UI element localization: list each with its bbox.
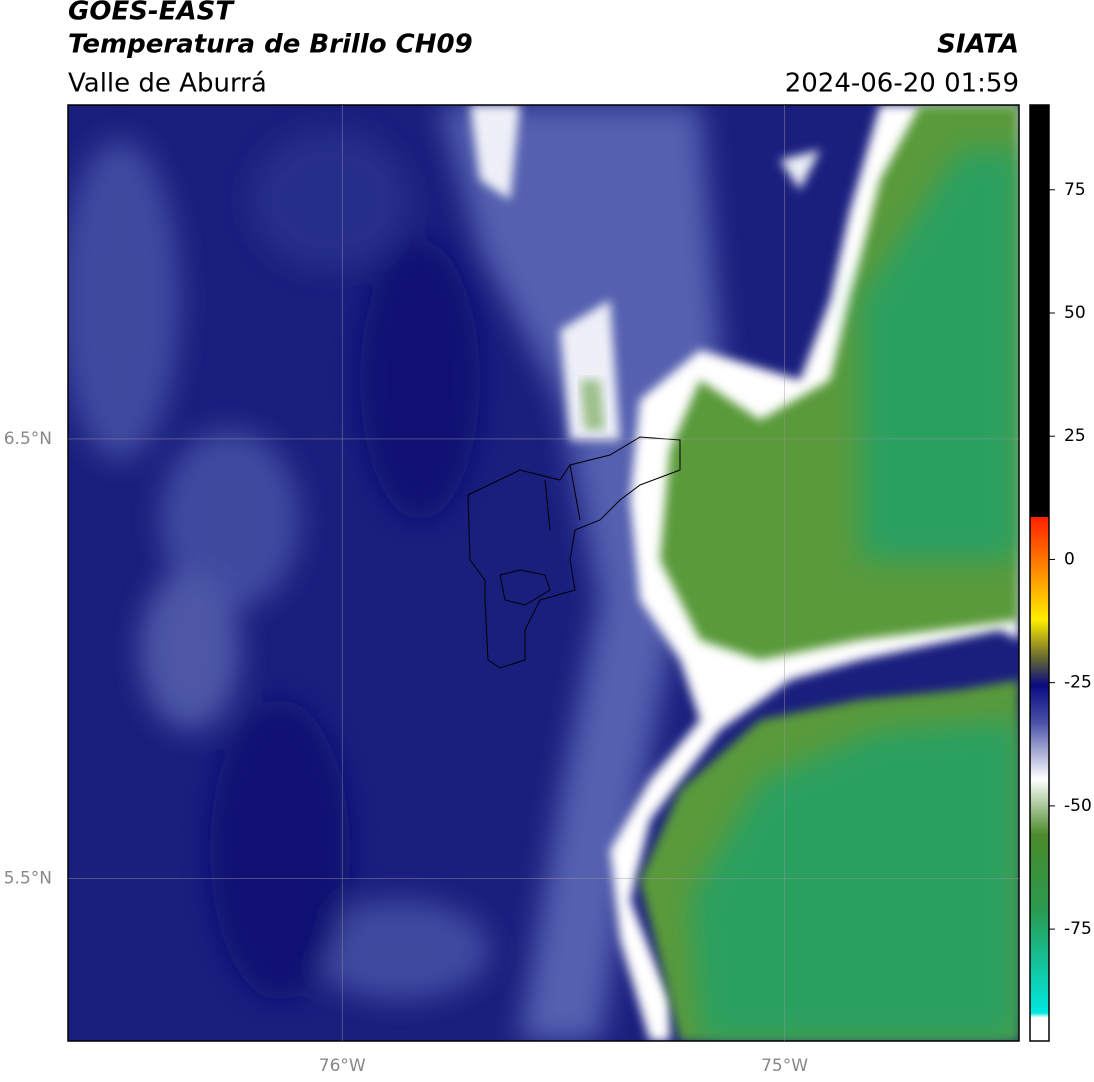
- title: GOES-EAST: [68, 0, 235, 27]
- colorbar-tick-label: 75: [1064, 180, 1086, 200]
- y-tick-label: 6.5°N: [4, 429, 52, 449]
- colorbar-tick-label: 25: [1064, 426, 1086, 446]
- subtitle: Temperatura de Brillo CH09: [68, 30, 473, 60]
- x-tick-label: 76°W: [319, 1056, 366, 1076]
- colorbar-tick-label: -75: [1064, 919, 1092, 939]
- colorbar-tick-label: 50: [1064, 303, 1086, 323]
- colorbar-tick-label: -25: [1064, 673, 1092, 693]
- region: Valle de Aburrá: [68, 69, 267, 99]
- colorbar-tick-label: -50: [1064, 796, 1092, 816]
- datetime: 2024-06-20 01:59: [785, 69, 1019, 99]
- y-tick-label: 5.5°N: [4, 868, 52, 888]
- x-tick-label: 75°W: [761, 1056, 808, 1076]
- source: SIATA: [937, 30, 1019, 60]
- satellite-image: [68, 105, 1019, 1041]
- colorbar-tick-label: 0: [1064, 549, 1075, 569]
- map-frame: [67, 104, 1020, 1042]
- colorbar: [1029, 104, 1050, 1042]
